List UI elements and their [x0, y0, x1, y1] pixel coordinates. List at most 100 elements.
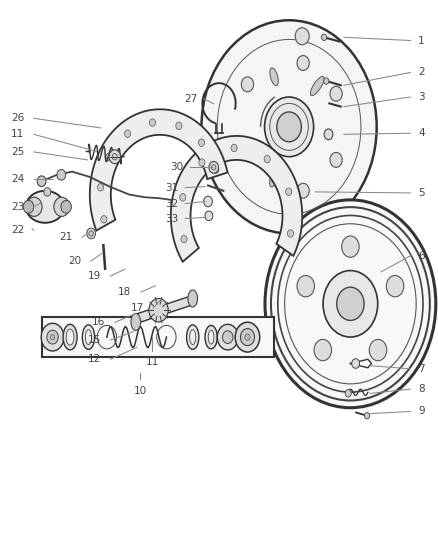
Ellipse shape	[208, 330, 214, 344]
Text: 5: 5	[418, 188, 425, 198]
Circle shape	[47, 330, 58, 344]
Text: 7: 7	[418, 364, 425, 374]
Text: 11: 11	[11, 130, 24, 139]
Circle shape	[337, 287, 364, 320]
Circle shape	[297, 276, 314, 297]
Circle shape	[321, 34, 327, 41]
Circle shape	[297, 183, 309, 198]
Circle shape	[176, 122, 182, 130]
Circle shape	[181, 236, 187, 243]
Circle shape	[61, 200, 71, 213]
Circle shape	[23, 200, 34, 213]
Text: 15: 15	[88, 335, 101, 345]
Ellipse shape	[205, 325, 217, 349]
Polygon shape	[171, 136, 302, 262]
Circle shape	[149, 119, 155, 126]
Text: 20: 20	[68, 256, 81, 266]
Circle shape	[209, 161, 219, 173]
Text: 19: 19	[88, 271, 101, 281]
Circle shape	[324, 129, 333, 140]
Circle shape	[286, 188, 292, 196]
Circle shape	[41, 323, 64, 351]
Bar	[42, 317, 274, 357]
Ellipse shape	[187, 325, 199, 350]
Text: 25: 25	[11, 147, 24, 157]
Ellipse shape	[26, 191, 64, 223]
Text: 16: 16	[92, 318, 105, 327]
Circle shape	[369, 340, 387, 361]
Text: 18: 18	[118, 287, 131, 297]
Text: 3: 3	[418, 92, 425, 102]
Circle shape	[287, 230, 293, 237]
Circle shape	[205, 211, 213, 221]
Circle shape	[345, 390, 351, 397]
Circle shape	[352, 359, 360, 368]
Text: 8: 8	[418, 384, 425, 394]
Circle shape	[231, 144, 237, 152]
Text: 12: 12	[88, 354, 101, 364]
Polygon shape	[90, 109, 228, 231]
Circle shape	[277, 112, 301, 142]
Ellipse shape	[66, 329, 74, 345]
Ellipse shape	[85, 329, 92, 344]
Circle shape	[235, 322, 260, 352]
Text: 21: 21	[59, 232, 72, 242]
Circle shape	[297, 55, 309, 70]
Ellipse shape	[82, 325, 95, 350]
Circle shape	[265, 200, 436, 408]
Circle shape	[265, 97, 314, 157]
Text: 31: 31	[166, 183, 179, 192]
Text: 17: 17	[131, 303, 144, 313]
Circle shape	[54, 197, 70, 216]
Ellipse shape	[270, 68, 278, 86]
Circle shape	[342, 236, 359, 257]
Text: 2: 2	[418, 68, 425, 77]
Circle shape	[330, 152, 342, 167]
Circle shape	[198, 139, 205, 147]
Circle shape	[364, 413, 370, 419]
Circle shape	[44, 188, 51, 196]
Text: 27: 27	[184, 94, 197, 103]
Circle shape	[240, 328, 254, 345]
Circle shape	[50, 335, 55, 340]
Ellipse shape	[188, 290, 198, 307]
Circle shape	[212, 165, 216, 170]
Circle shape	[57, 169, 66, 180]
Circle shape	[106, 153, 112, 160]
Text: 23: 23	[11, 202, 24, 212]
Circle shape	[199, 159, 205, 166]
Circle shape	[87, 228, 95, 239]
Circle shape	[232, 142, 244, 157]
Circle shape	[201, 20, 377, 233]
Ellipse shape	[311, 76, 324, 95]
Circle shape	[124, 130, 131, 138]
Text: 6: 6	[418, 251, 425, 261]
Text: 24: 24	[11, 174, 24, 183]
Text: 11: 11	[146, 357, 159, 367]
Circle shape	[217, 324, 238, 350]
Circle shape	[37, 176, 46, 187]
Circle shape	[109, 150, 120, 164]
Circle shape	[295, 28, 309, 45]
Circle shape	[386, 276, 404, 297]
Circle shape	[245, 334, 250, 341]
Circle shape	[223, 330, 233, 343]
Text: 10: 10	[134, 386, 147, 396]
Circle shape	[112, 154, 117, 160]
Text: 1: 1	[418, 36, 425, 45]
Text: 32: 32	[166, 199, 179, 208]
Ellipse shape	[131, 313, 141, 330]
Text: 30: 30	[170, 163, 183, 172]
Ellipse shape	[63, 324, 77, 350]
Circle shape	[204, 196, 212, 207]
Circle shape	[241, 77, 254, 92]
Ellipse shape	[190, 329, 196, 344]
Text: 9: 9	[418, 407, 425, 416]
Circle shape	[89, 231, 93, 236]
Text: 4: 4	[418, 128, 425, 138]
Circle shape	[98, 183, 104, 191]
Circle shape	[26, 197, 42, 216]
Circle shape	[180, 193, 186, 201]
Text: 22: 22	[11, 225, 24, 235]
Circle shape	[149, 298, 168, 322]
